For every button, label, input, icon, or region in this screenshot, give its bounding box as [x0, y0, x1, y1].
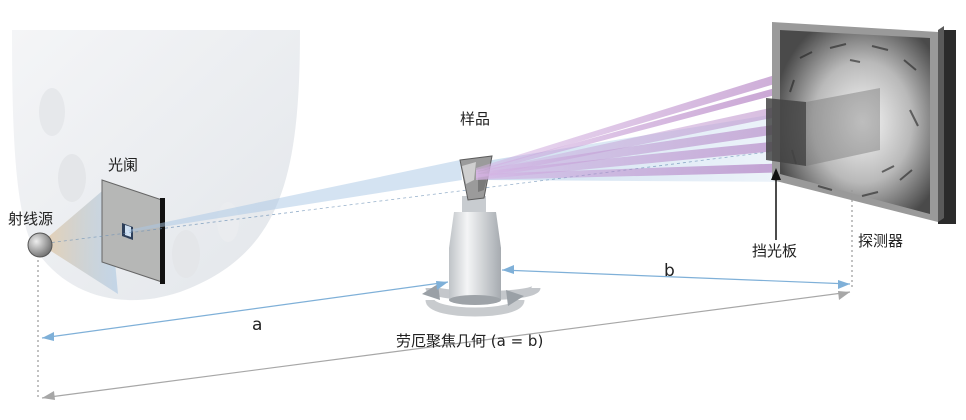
label-detector: 探测器	[858, 232, 903, 250]
label-source: 射线源	[8, 210, 53, 228]
label-slit: 光阑	[108, 156, 138, 174]
xray-source	[27, 232, 53, 258]
label-sample: 样品	[460, 110, 490, 128]
detector-panel	[772, 22, 956, 224]
label-beamstop: 挡光板	[752, 242, 797, 260]
label-dist-a: a	[252, 315, 262, 335]
label-geometry: 劳厄聚焦几何 (a = b)	[396, 332, 543, 350]
incident-beam-source	[40, 186, 118, 294]
label-dist-b: b	[664, 261, 675, 281]
sample-stage	[422, 196, 541, 317]
beam-stop	[766, 88, 880, 240]
dimension-lines	[37, 190, 853, 400]
